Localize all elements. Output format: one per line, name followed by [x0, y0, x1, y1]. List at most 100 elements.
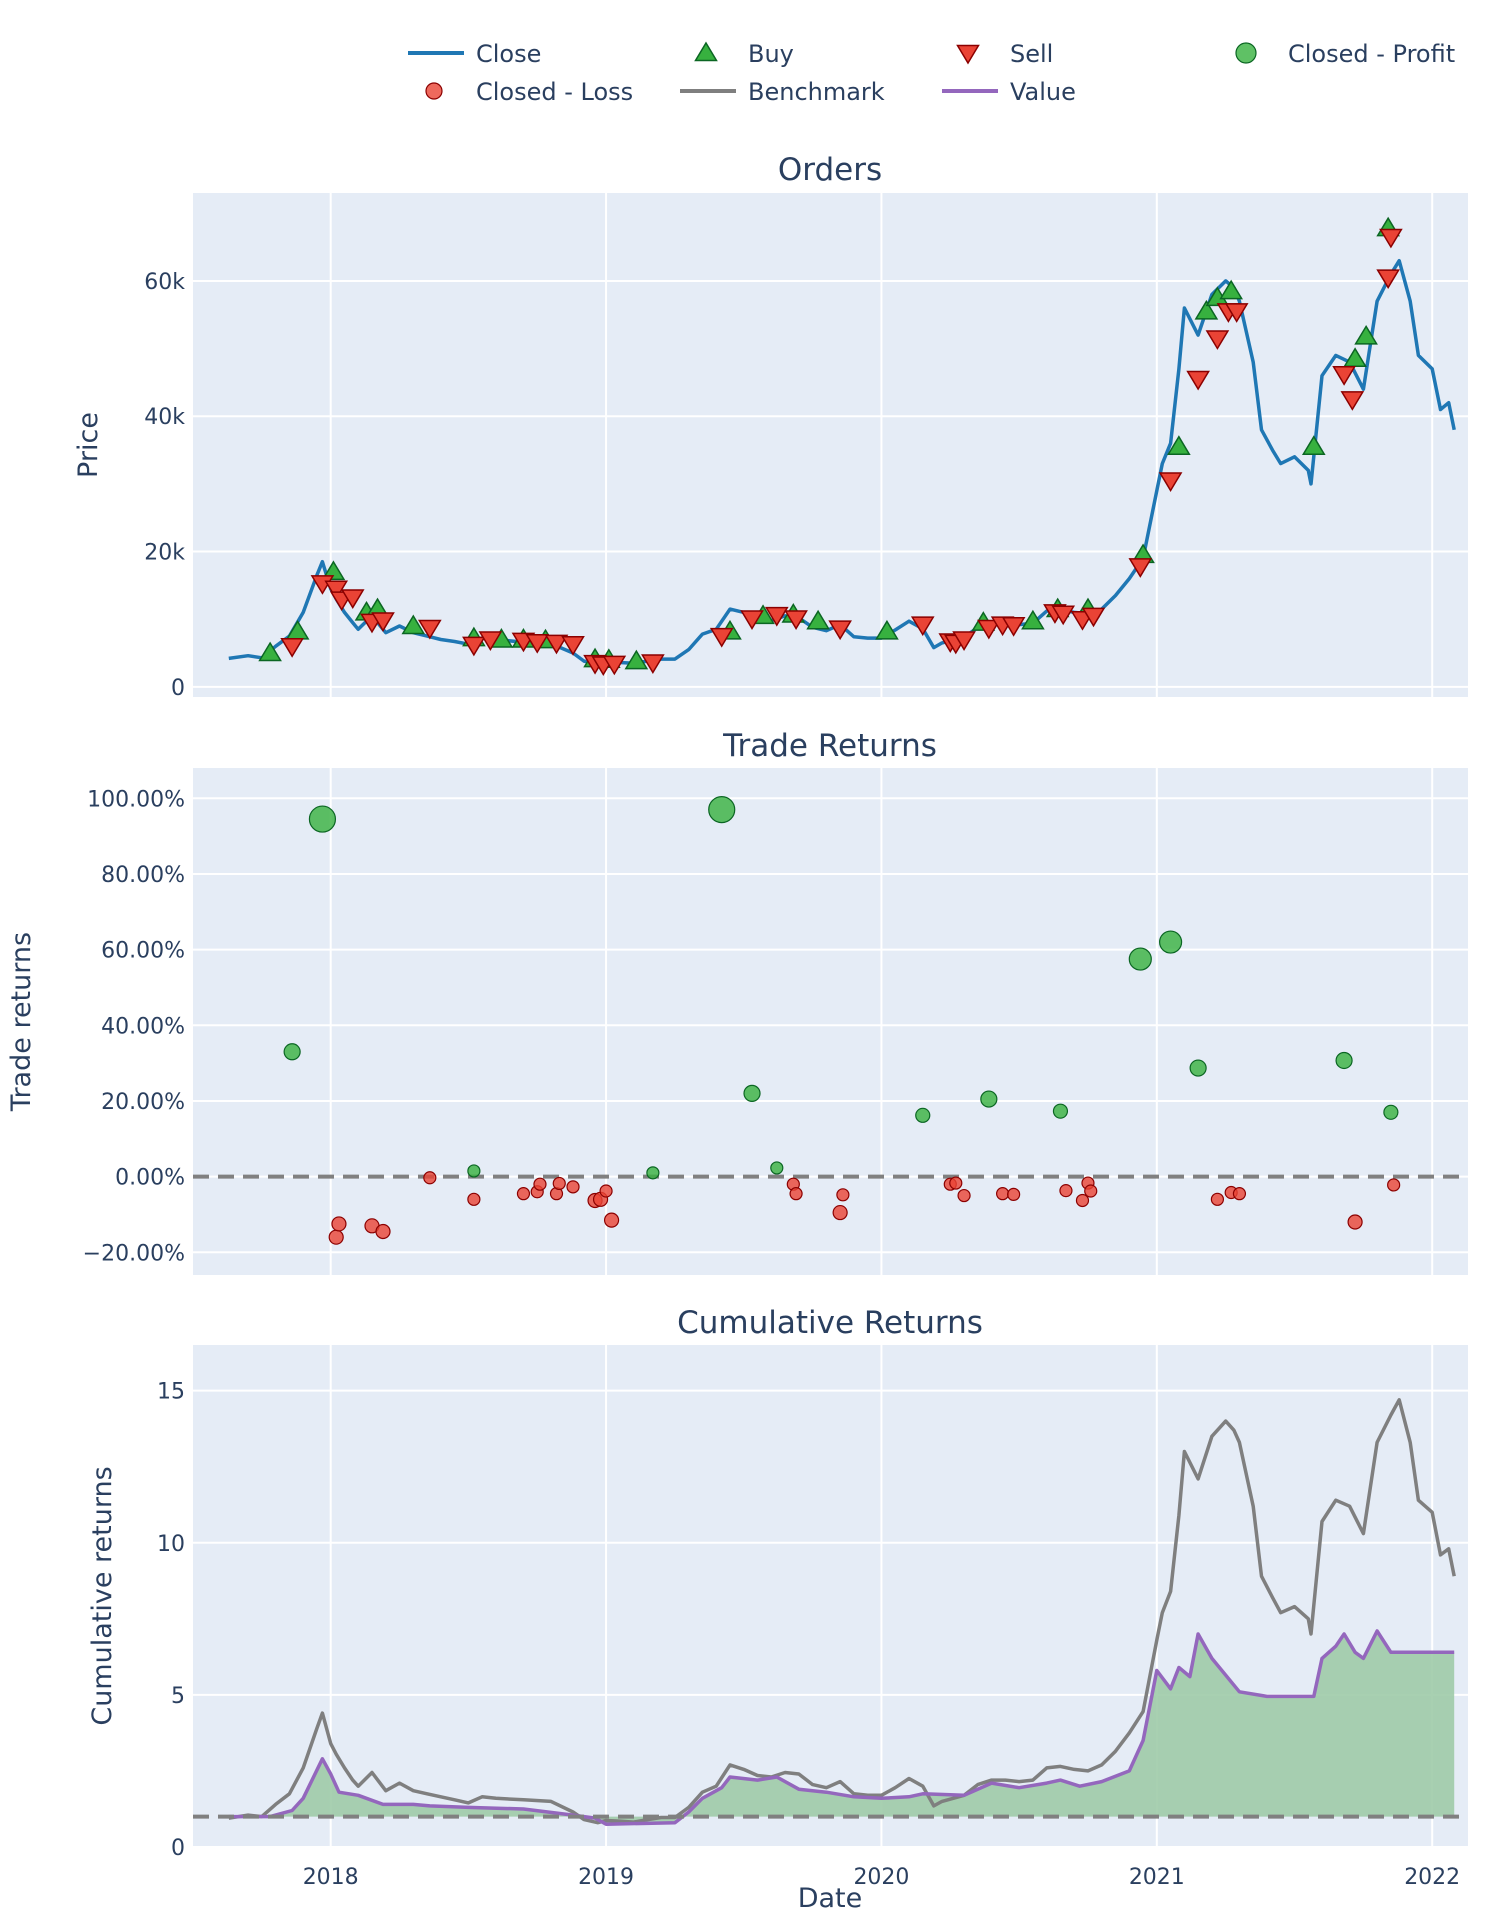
- sell-marker: [952, 631, 976, 651]
- buy-marker: [258, 641, 282, 662]
- profit-trade-point: [770, 1161, 784, 1175]
- sell-marker: [280, 638, 304, 658]
- sell-marker: [1332, 366, 1356, 386]
- legend-item-sell[interactable]: Sell: [956, 40, 1054, 68]
- loss-trade-point: [1232, 1187, 1247, 1201]
- benchmark-line: [228, 1398, 1456, 1825]
- sell-marker: [641, 654, 665, 674]
- sell-marker: [910, 616, 935, 637]
- sell-marker: [561, 635, 585, 656]
- legend-label: Value: [1010, 78, 1076, 106]
- x-tick-label: 2021: [1129, 1865, 1185, 1890]
- x-tick-label: 2020: [853, 1865, 909, 1890]
- buy-marker: [321, 560, 346, 581]
- sell-marker: [1224, 303, 1249, 323]
- plot-marks: [193, 1398, 1468, 1826]
- loss-trade-point: [1007, 1187, 1021, 1202]
- y-tick-label: 20.00%: [101, 1090, 185, 1115]
- y-tick-label: 60.00%: [101, 939, 185, 964]
- legend-swatch: [956, 44, 980, 65]
- y-tick-label: 15: [157, 1380, 185, 1405]
- buy-marker: [1219, 279, 1243, 300]
- legend-label: Buy: [748, 40, 794, 68]
- y-axis-label: Cumulative returns: [87, 1466, 118, 1725]
- legend-item-buy[interactable]: Buy: [694, 40, 794, 68]
- subplot-orders: 0 20k 40k 60k Orders Price: [73, 152, 1468, 701]
- profit-trade-point: [1158, 930, 1183, 954]
- sell-marker: [1001, 617, 1026, 637]
- legend-item-closed-profit[interactable]: Closed - Profit: [1235, 40, 1455, 68]
- sell-marker: [740, 610, 764, 630]
- loss-trade-point: [467, 1192, 481, 1206]
- sell-marker: [828, 620, 852, 641]
- sell-marker: [1340, 391, 1365, 411]
- legend-item-benchmark[interactable]: Benchmark: [680, 78, 885, 106]
- profit-trade-point: [708, 796, 736, 824]
- sell-marker: [1186, 370, 1210, 391]
- loss-trade-point: [1387, 1178, 1401, 1192]
- buy-marker: [401, 614, 426, 635]
- profit-trade-point: [980, 1090, 998, 1108]
- loss-trade-point: [603, 1212, 620, 1228]
- y-tick-label: 40.00%: [101, 1014, 185, 1039]
- loss-trade-point: [1347, 1214, 1363, 1230]
- profit-trade-point: [467, 1164, 481, 1178]
- y-tick-label: 0: [171, 1836, 185, 1861]
- y-tick-label: 60k: [144, 270, 185, 295]
- sell-marker: [1158, 472, 1183, 492]
- legend-item-close[interactable]: Close: [408, 40, 541, 68]
- profit-trade-point: [1335, 1051, 1353, 1070]
- profit-trade-point: [1128, 947, 1152, 971]
- legend-label: Closed - Loss: [476, 78, 633, 106]
- loss-trade-point: [949, 1176, 963, 1190]
- y-tick-label: −20.00%: [83, 1241, 185, 1266]
- profit-trade-point: [1383, 1104, 1399, 1120]
- legend-item-value[interactable]: Value: [942, 78, 1076, 106]
- legend-label: Closed - Profit: [1288, 40, 1455, 68]
- buy-marker: [1021, 609, 1045, 630]
- loss-trade-point: [599, 1184, 613, 1198]
- loss-trade-point: [533, 1177, 547, 1191]
- loss-trade-point: [375, 1223, 391, 1240]
- buy-marker: [1167, 435, 1191, 455]
- profit-trade-point: [915, 1107, 931, 1123]
- legend-item-closed-loss[interactable]: Closed - Loss: [425, 78, 633, 106]
- loss-trade-point: [331, 1216, 347, 1232]
- buy-marker: [1301, 435, 1326, 455]
- x-axis: 2018 2019 2020 2021 2022 Date: [303, 1865, 1461, 1914]
- loss-trade-point: [328, 1229, 344, 1245]
- value-area-fill: [228, 1631, 1455, 1825]
- sell-marker: [764, 606, 789, 627]
- sell-marker: [1081, 607, 1106, 628]
- legend-swatch: [1235, 42, 1257, 64]
- legend-label: Close: [476, 40, 541, 68]
- profit-trade-point: [743, 1084, 761, 1102]
- buy-marker: [875, 619, 899, 640]
- sell-marker: [1376, 269, 1400, 290]
- loss-trade-point: [552, 1176, 566, 1191]
- subplot-title: Trade Returns: [722, 728, 937, 764]
- sell-marker: [1051, 605, 1076, 626]
- y-tick-label: 5: [171, 1684, 185, 1709]
- loss-trade-point: [836, 1188, 850, 1202]
- profit-trade-point: [308, 805, 337, 833]
- sell-marker: [544, 634, 569, 655]
- sell-marker: [462, 636, 486, 657]
- subplot-title: Cumulative Returns: [677, 1305, 983, 1341]
- buy-marker: [1194, 299, 1219, 320]
- loss-trade-point: [1084, 1184, 1098, 1198]
- plot-marks: [193, 796, 1468, 1245]
- x-tick-label: 2022: [1404, 1865, 1460, 1890]
- sell-marker: [478, 631, 503, 651]
- loss-trade-point: [516, 1187, 531, 1201]
- sell-marker: [709, 627, 734, 648]
- profit-trade-point: [646, 1166, 660, 1180]
- legend[interactable]: Close Buy Sell Closed - Profit Closed - Loss…: [408, 40, 1455, 106]
- loss-trade-point: [1059, 1184, 1073, 1198]
- loss-trade-point: [996, 1187, 1010, 1201]
- sell-marker: [418, 619, 442, 640]
- loss-trade-point: [1210, 1192, 1225, 1206]
- x-tick-label: 2018: [303, 1865, 359, 1890]
- buy-marker: [1354, 324, 1378, 345]
